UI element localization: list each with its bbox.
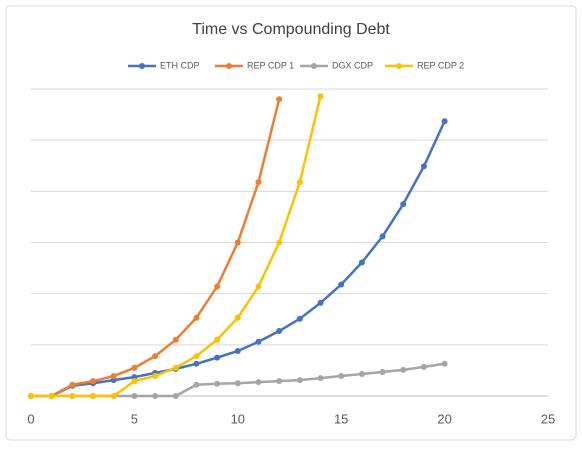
legend-marker	[311, 63, 317, 69]
data-point	[276, 378, 283, 385]
data-point	[193, 360, 200, 367]
data-point	[317, 93, 324, 100]
data-point	[90, 393, 97, 399]
data-point	[317, 375, 324, 382]
x-tick-label: 5	[131, 411, 138, 426]
data-point	[441, 118, 448, 125]
data-point	[234, 347, 241, 354]
data-point	[296, 179, 303, 186]
data-point	[276, 96, 283, 103]
data-point	[152, 353, 159, 360]
data-point	[234, 314, 241, 321]
data-point	[379, 368, 386, 375]
data-point	[358, 259, 365, 266]
legend-label: DGX CDP	[332, 60, 373, 70]
data-point	[131, 378, 138, 385]
data-point	[131, 364, 138, 371]
data-point	[193, 353, 200, 360]
data-point	[48, 393, 55, 399]
data-point	[338, 373, 345, 380]
data-point	[69, 381, 76, 388]
data-point	[400, 366, 407, 373]
data-point	[255, 338, 262, 345]
x-tick-label: 10	[231, 411, 245, 426]
data-point	[214, 283, 221, 290]
data-point	[214, 354, 221, 361]
x-tick-label: 15	[334, 411, 348, 426]
data-point	[234, 380, 241, 387]
data-point	[172, 364, 179, 371]
legend-label: REP CDP 2	[417, 60, 464, 70]
data-point	[358, 370, 365, 377]
data-point	[131, 393, 138, 399]
chart-border	[5, 5, 577, 441]
data-point	[296, 315, 303, 322]
x-tick-label: 20	[437, 411, 451, 426]
data-point	[317, 299, 324, 306]
data-point	[400, 201, 407, 208]
data-point	[276, 239, 283, 246]
x-tick-label: 25	[541, 411, 555, 426]
data-point	[441, 360, 448, 367]
legend-label: REP CDP 1	[247, 60, 294, 70]
x-tick-label: 0	[27, 411, 34, 426]
data-point	[172, 393, 179, 399]
data-point	[152, 373, 159, 380]
data-point	[214, 380, 221, 387]
data-point	[193, 381, 200, 388]
data-point	[255, 283, 262, 290]
legend-label: ETH CDP	[160, 60, 200, 70]
data-point	[338, 281, 345, 288]
data-point	[234, 239, 241, 246]
data-point	[255, 179, 262, 186]
data-point	[90, 378, 97, 385]
legend-marker	[139, 63, 145, 69]
data-point	[420, 363, 427, 370]
data-point	[28, 393, 34, 399]
data-point	[69, 393, 76, 399]
data-point	[296, 377, 303, 384]
data-point	[110, 393, 117, 399]
data-point	[420, 163, 427, 170]
data-point	[193, 314, 200, 321]
data-point	[214, 336, 221, 343]
data-point	[379, 233, 386, 240]
chart-title: Time vs Compounding Debt	[192, 21, 390, 38]
data-point	[110, 373, 117, 380]
plot-area	[28, 93, 448, 399]
data-point	[276, 328, 283, 335]
data-point	[172, 336, 179, 343]
legend-marker	[226, 63, 232, 69]
data-point	[152, 393, 159, 399]
legend-marker	[396, 63, 402, 69]
data-point	[255, 379, 262, 386]
